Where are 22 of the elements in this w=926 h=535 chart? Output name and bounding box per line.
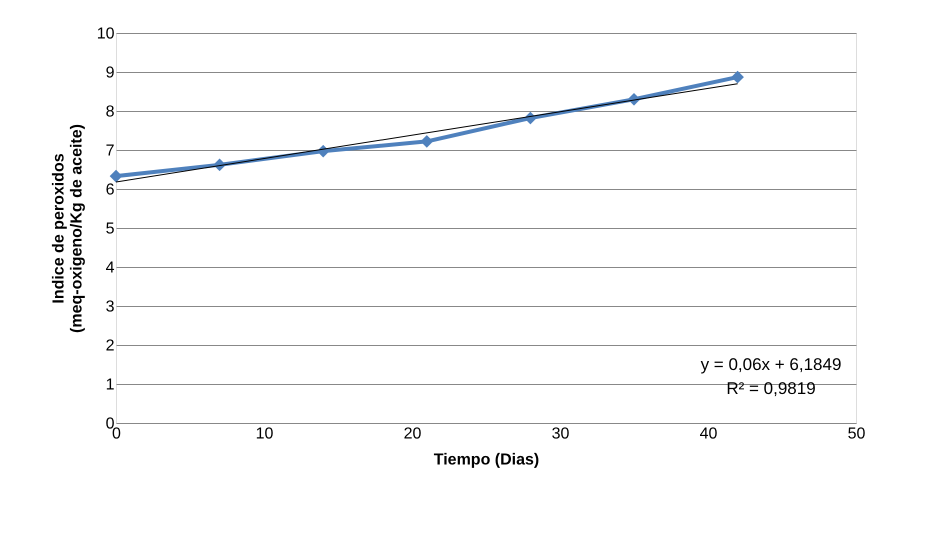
- y-tick-label: 2: [106, 338, 115, 354]
- y-tick-label: 3: [106, 298, 115, 316]
- point: [731, 70, 744, 84]
- point: [110, 170, 122, 182]
- x-tick-label: 10: [256, 426, 274, 442]
- x-tick-label: 20: [404, 426, 422, 442]
- y-tick-label: 8: [106, 104, 115, 120]
- x-tick-label: 40: [700, 426, 718, 442]
- x-tick-label: 30: [552, 426, 570, 442]
- y-tick-label: 4: [106, 260, 115, 276]
- x-axis-title: Tiempo (Dias): [434, 452, 540, 468]
- point: [420, 135, 434, 148]
- annotation: y = 0,06x + 6,1849: [700, 355, 842, 374]
- y-tick-label: 6: [106, 182, 115, 198]
- y-tick-label: 10: [96, 26, 115, 42]
- y-tick-label: 5: [106, 220, 115, 238]
- x-tick-label: 50: [848, 426, 866, 442]
- y-tick-label: 9: [106, 64, 115, 82]
- y-tick-label: 1: [106, 376, 115, 394]
- y-tick-label: 7: [106, 142, 115, 160]
- annotation: R² = 0,9819: [726, 379, 816, 398]
- y-axis-title: Indice de peroxidos (meq-oxigeno/Kg de aceite): [50, 124, 86, 333]
